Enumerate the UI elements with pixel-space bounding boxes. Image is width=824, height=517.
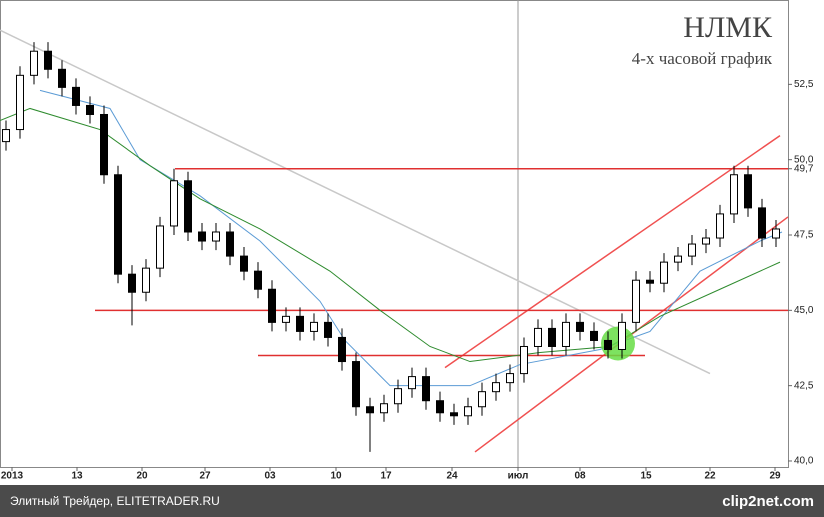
candle-body [394, 388, 402, 405]
candle-body [506, 373, 514, 384]
candle-body [58, 68, 66, 88]
trend-line [0, 29, 711, 375]
x-tick-label: 29 [769, 471, 781, 482]
candle-body [744, 174, 752, 209]
trend-line [444, 134, 781, 369]
candle-body [478, 391, 486, 408]
moving-average [0, 107, 781, 363]
candle-body [520, 345, 528, 375]
candle-body [324, 321, 332, 338]
chart-title: НЛМК [683, 11, 773, 44]
candle-body [534, 327, 542, 347]
candle-body [16, 74, 24, 131]
x-tick-label: 20 [136, 471, 148, 482]
candle-body [254, 270, 262, 290]
candle-body [282, 315, 290, 323]
candle-body [30, 50, 38, 76]
candle-body [114, 174, 122, 275]
candle-body [184, 180, 192, 233]
candle-body [240, 255, 248, 272]
plot-frame [0, 0, 789, 468]
candle-body [716, 213, 724, 239]
candle-body [772, 228, 780, 239]
candle-body [548, 327, 556, 347]
candle-body [576, 321, 584, 332]
y-tick-label: 47,5 [794, 230, 814, 241]
x-tick-label: 08 [574, 471, 586, 482]
candle-body [2, 129, 10, 143]
x-tick-label: июл [508, 471, 529, 482]
candle-body [366, 406, 374, 414]
chart-subtitle: 4-х часовой график [632, 49, 773, 68]
x-tick-label: 10 [330, 471, 342, 482]
candle-body [352, 361, 360, 408]
candle-body [632, 279, 640, 323]
y-tick-label: 49,7 [794, 163, 814, 174]
candle-body [310, 321, 318, 332]
candle-body [604, 339, 612, 350]
x-tick-label: 22 [704, 471, 716, 482]
moving-average [39, 89, 783, 387]
candle-body [212, 231, 220, 242]
candle-body [226, 231, 234, 257]
y-tick-label: 40,0 [794, 456, 814, 467]
candle-body [758, 207, 766, 239]
candle-body [492, 382, 500, 393]
x-tick-label: 03 [264, 471, 276, 482]
y-tick-label: 52,5 [794, 79, 814, 90]
y-tick-label: 42,5 [794, 380, 814, 391]
candle-body [72, 86, 80, 106]
footer-source: Элитный Трейдер, ELITETRADER.RU [10, 494, 220, 508]
candle-body [156, 225, 164, 269]
candle-body [100, 113, 108, 176]
candle-body [590, 330, 598, 341]
candle-body [422, 376, 430, 402]
x-tick-label: 27 [199, 471, 211, 482]
candle-body [660, 261, 668, 284]
x-tick-label: 2013 [1, 471, 24, 482]
x-tick-label: 24 [446, 471, 458, 482]
candle-body [142, 267, 150, 293]
candle-body [128, 273, 136, 293]
candle-body [170, 180, 178, 227]
candle-body [562, 321, 570, 347]
x-tick-label: 15 [640, 471, 652, 482]
candle-body [730, 174, 738, 215]
candle-body [86, 104, 94, 115]
candle-body [44, 50, 52, 70]
candle-body [464, 406, 472, 417]
candle-body [268, 288, 276, 323]
candle-body [674, 255, 682, 263]
candle-body [338, 336, 346, 363]
candle-body [408, 376, 416, 390]
candle-body [198, 231, 206, 242]
candle-body [646, 279, 654, 284]
x-tick-label: 13 [71, 471, 83, 482]
candle-body [380, 403, 388, 414]
candle-body [618, 321, 626, 350]
y-tick-label: 50,0 [794, 154, 814, 165]
candle-body [296, 315, 304, 332]
y-tick-label: 45,0 [794, 305, 814, 316]
candle-body [688, 243, 696, 257]
candle-body [436, 400, 444, 414]
watermark: clip2net.com [722, 493, 814, 510]
candle-body [702, 237, 710, 245]
footer-bar [0, 485, 824, 517]
x-tick-label: 17 [380, 471, 392, 482]
candle-body [450, 412, 458, 417]
